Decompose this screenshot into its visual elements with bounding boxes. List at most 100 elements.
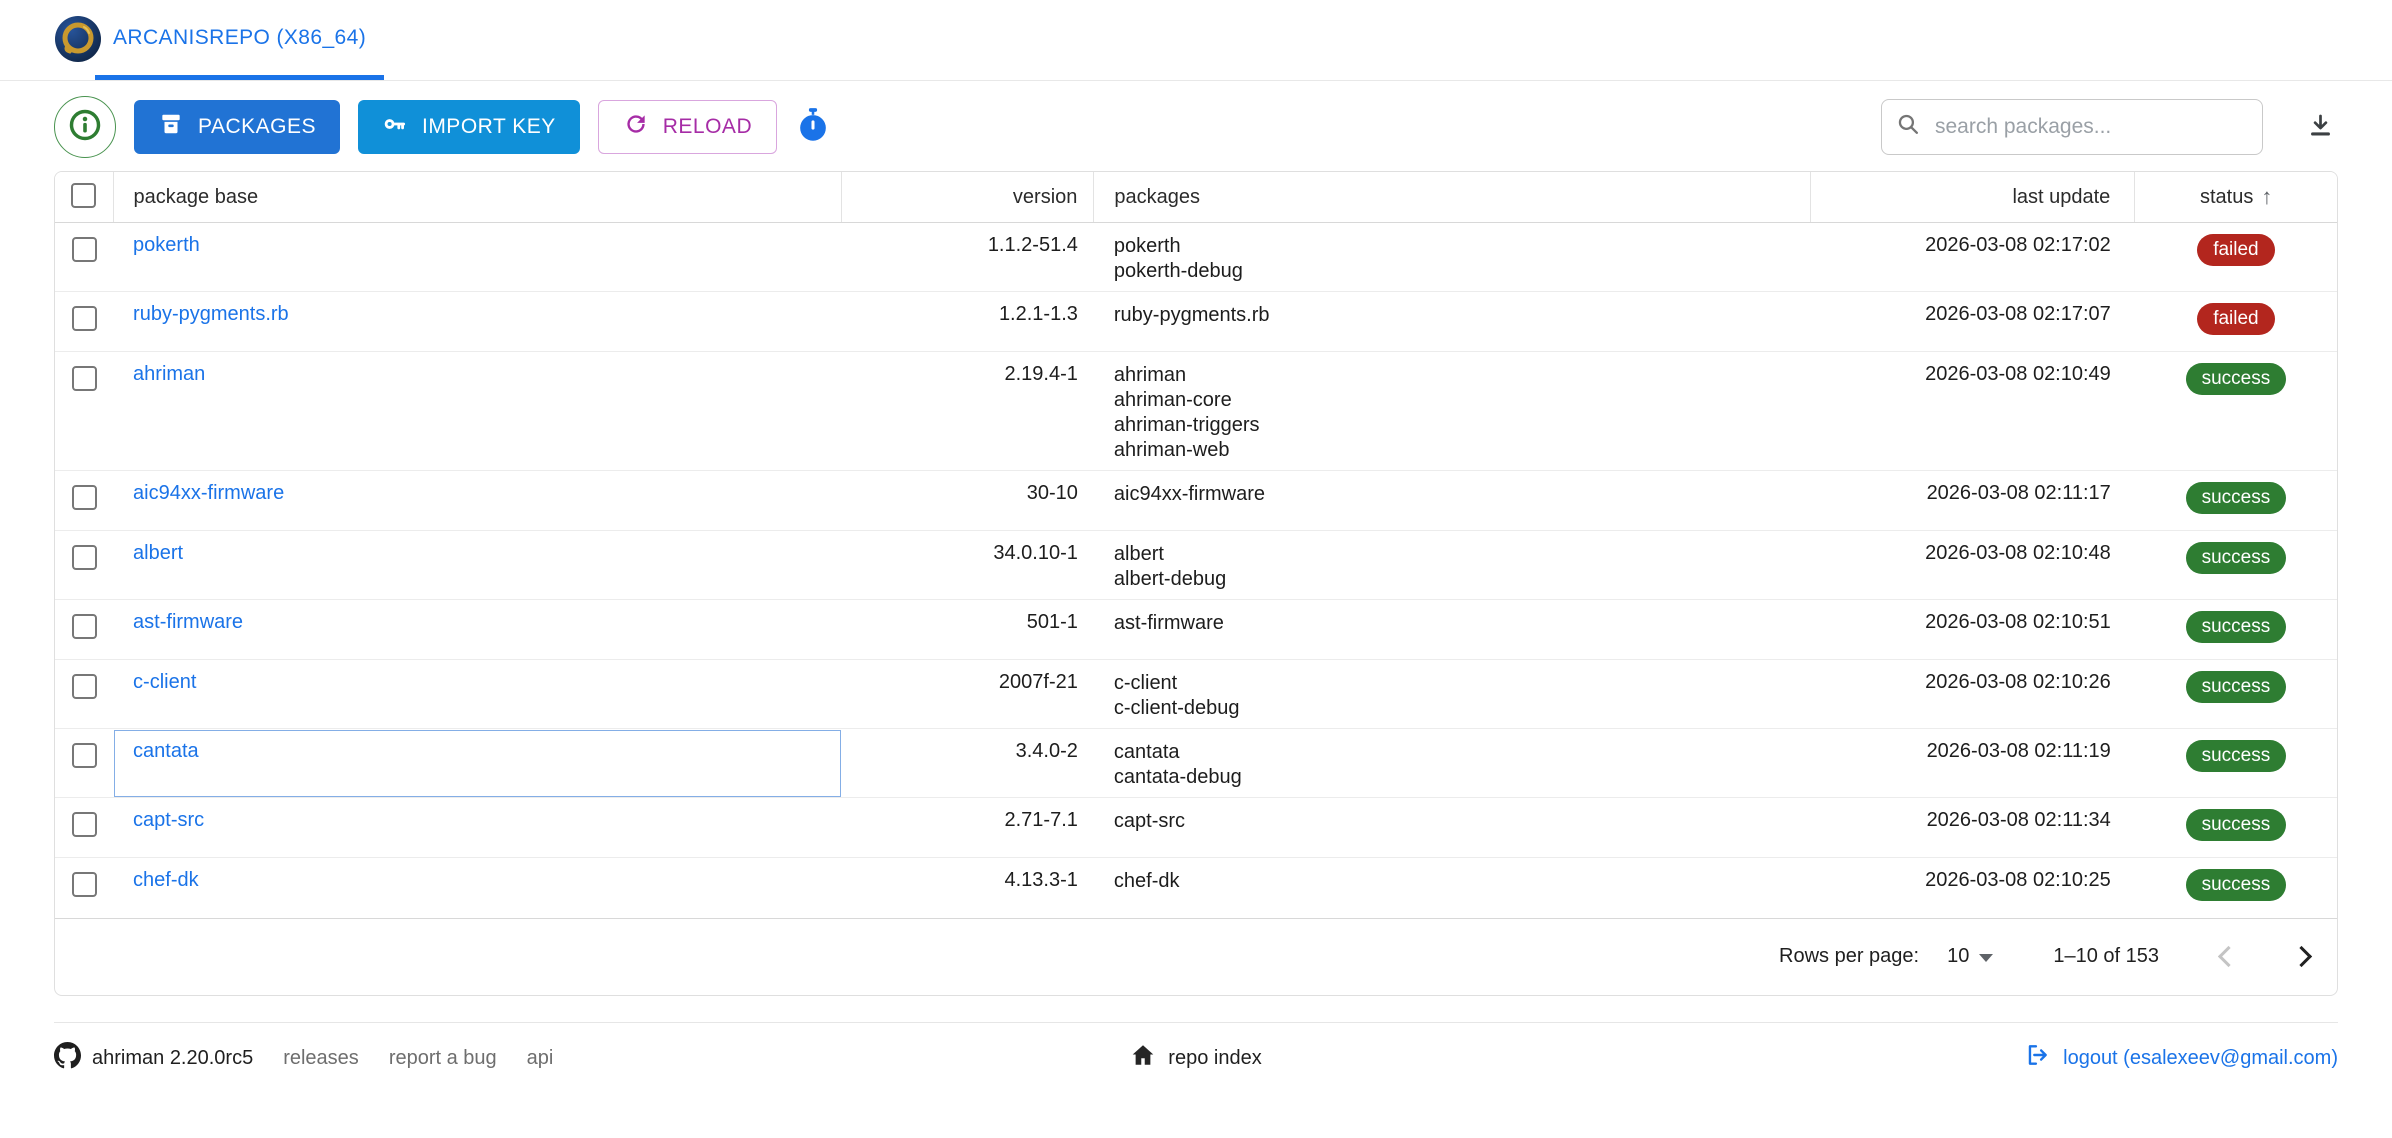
select-all-checkbox-header[interactable] [55,172,114,223]
import-key-button[interactable]: IMPORT KEY [357,100,580,154]
package-list: c-client c-client-debug [1094,660,1811,729]
timer-button[interactable] [799,107,827,147]
table-row: capt-src 2.71-7.1 capt-src 2026-03-08 02… [55,798,2337,858]
pagination-bar: Rows per page: 10 1–10 of 153 [55,917,2337,995]
logout-link[interactable]: logout (esalexeev@gmail.com) [2024,1042,2338,1074]
package-base-link[interactable]: cantata [133,740,199,762]
reload-icon [623,111,649,143]
package-name: albert [1113,543,1164,565]
table-row: pokerth 1.1.2-51.4 pokerth pokerth-debug … [55,223,2337,292]
package-base-link[interactable]: chef-dk [133,869,199,891]
status-badge: failed [2197,303,2275,335]
column-header-status[interactable]: status ↑ [2134,172,2337,223]
select-all-checkbox[interactable] [71,183,97,208]
package-version: 2.19.4-1 [1004,363,1078,385]
last-update-timestamp: 2026-03-08 02:10:48 [1925,542,2111,564]
rows-per-page-select[interactable]: 10 [1947,945,1994,968]
status-badge: success [2185,740,2287,772]
package-base-link[interactable]: aic94xx-firmware [133,482,285,504]
key-icon [382,111,408,143]
row-checkbox[interactable] [71,366,97,391]
last-update-timestamp: 2026-03-08 02:11:19 [1926,740,2111,762]
page-footer: ahriman 2.20.0rc5 releases report a bug … [54,1021,2338,1075]
repo-index-link[interactable]: repo index [1130,1042,1262,1074]
package-name: ahriman-core [1113,389,1232,411]
package-name: c-client-debug [1113,697,1240,719]
reload-button[interactable]: RELOAD [597,100,778,154]
package-version: 30-10 [1026,482,1078,504]
import-key-button-label: IMPORT KEY [421,115,556,138]
repo-logo-icon [54,15,102,63]
table-row: albert 34.0.10-1 albert albert-debug 2026… [55,531,2337,600]
column-header-status-label: status [2199,185,2254,208]
rows-per-page-label: Rows per page: [1779,945,1920,967]
column-header-version[interactable]: version [841,172,1094,223]
row-checkbox[interactable] [71,812,97,837]
reload-button-label: RELOAD [662,115,753,138]
column-header-package-base[interactable]: package base [112,172,842,223]
table-row: ahriman 2.19.4-1 ahriman ahriman-core ahri… [55,352,2337,471]
status-badge: success [2185,809,2287,841]
row-checkbox[interactable] [71,545,97,570]
package-name: pokerth [1113,235,1181,257]
search-box [1881,99,2263,155]
table-row: chef-dk 4.13.3-1 chef-dk 2026-03-08 02:1… [55,858,2337,918]
rows-per-page-value: 10 [1947,945,1970,967]
search-input[interactable] [1933,114,2248,140]
search-icon [1896,112,1921,142]
info-button[interactable] [54,96,116,158]
sort-ascending-icon: ↑ [2261,184,2273,209]
row-checkbox[interactable] [71,614,97,639]
row-checkbox[interactable] [71,743,97,768]
package-base-link[interactable]: c-client [133,671,197,693]
table-row: c-client 2007f-21 c-client c-client-debug… [55,660,2337,729]
package-name: capt-src [1113,810,1186,832]
download-button[interactable] [2307,112,2334,142]
row-checkbox[interactable] [71,237,97,262]
previous-page-button[interactable] [2217,945,2240,968]
archive-icon [158,111,184,143]
releases-link[interactable]: releases [283,1046,359,1069]
package-name: ahriman-triggers [1113,414,1260,436]
stopwatch-icon [799,107,827,147]
package-name: albert-debug [1113,568,1227,590]
package-base-link[interactable]: ruby-pygments.rb [133,303,289,325]
package-list: chef-dk [1094,858,1811,918]
package-base-link[interactable]: ast-firmware [133,611,244,633]
packages-button[interactable]: PACKAGES [134,100,340,154]
row-checkbox[interactable] [71,306,97,331]
package-name: cantata-debug [1113,766,1242,788]
logout-label: logout (esalexeev@gmail.com) [2063,1046,2338,1069]
package-base-link[interactable]: ahriman [133,363,206,385]
last-update-timestamp: 2026-03-08 02:17:02 [1925,234,2111,256]
package-list: ahriman ahriman-core ahriman-triggers ahrim… [1094,352,1811,471]
package-version: 1.2.1-1.3 [998,303,1078,325]
status-badge: success [2185,482,2287,514]
package-name: ahriman [1113,364,1187,386]
tab-repository[interactable]: ARCANISREPO (X86_64) [95,0,385,80]
package-list: cantata cantata-debug [1094,729,1811,798]
column-header-packages[interactable]: packages [1093,172,1811,223]
next-page-button[interactable] [2290,945,2313,968]
github-icon [54,1041,81,1075]
status-badge: success [2185,542,2287,574]
package-base-link[interactable]: albert [133,542,184,564]
package-name: c-client [1113,672,1178,694]
github-version-link[interactable]: ahriman 2.20.0rc5 [54,1041,253,1075]
column-header-last-update[interactable]: last update [1810,172,2135,223]
api-link[interactable]: api [526,1046,554,1069]
row-checkbox[interactable] [71,872,97,897]
package-version: 1.1.2-51.4 [987,234,1078,256]
package-version: 3.4.0-2 [1015,740,1078,762]
package-name: aic94xx-firmware [1113,483,1266,505]
report-a-bug-link[interactable]: report a bug [388,1046,497,1069]
row-checkbox[interactable] [71,485,97,510]
package-base-link[interactable]: pokerth [133,234,200,256]
pagination-range: 1–10 of 153 [2053,945,2159,967]
packages-table: package base version packages last updat… [55,172,2337,918]
row-checkbox[interactable] [71,674,97,699]
package-base-link[interactable]: capt-src [133,809,205,831]
status-badge: success [2185,363,2287,395]
package-list: pokerth pokerth-debug [1094,223,1811,292]
table-header-row: package base version packages last updat… [55,172,2337,223]
